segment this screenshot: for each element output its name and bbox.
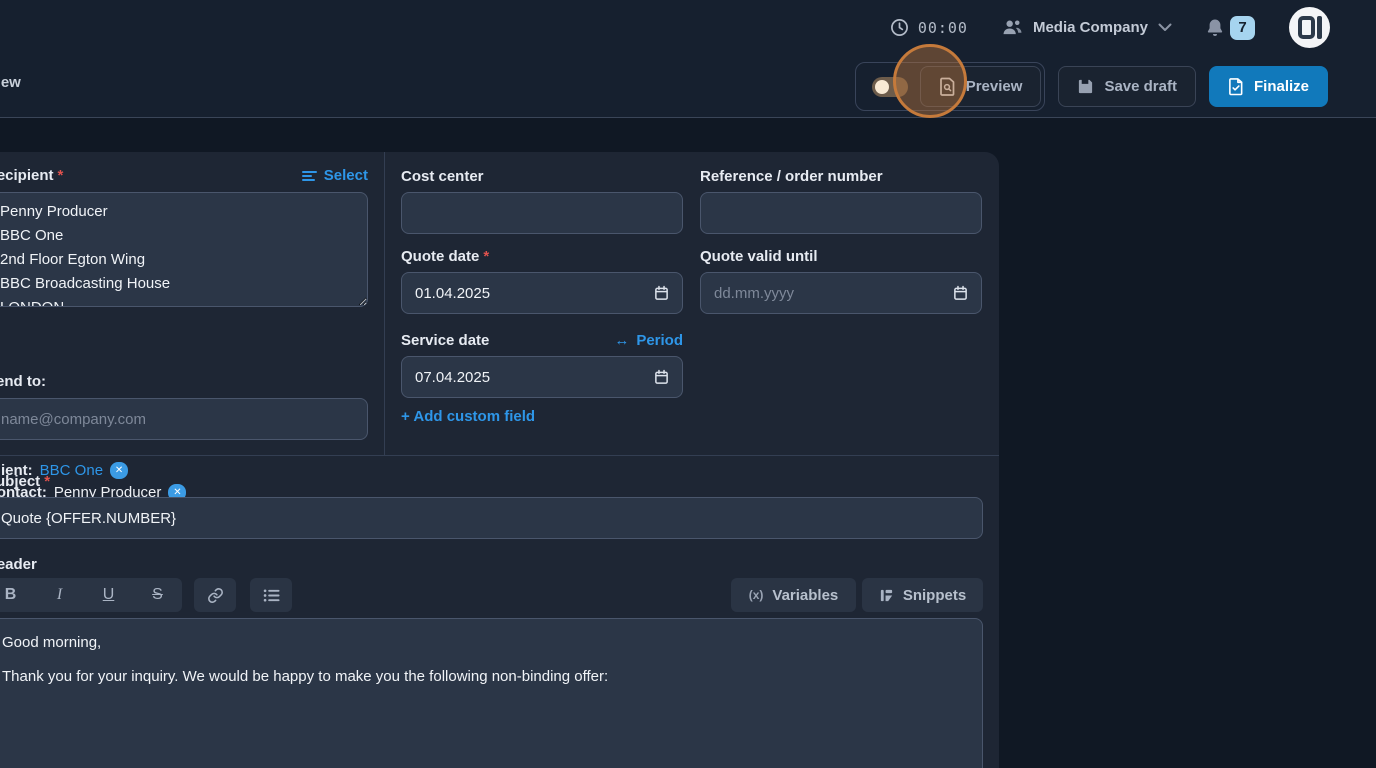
- quote-form-panel: Recipient* Select Penny Producer BBC One…: [0, 152, 999, 768]
- list-select-icon: [301, 170, 317, 182]
- required-asterisk: *: [44, 473, 51, 490]
- subject-field-wrap: [0, 497, 983, 539]
- preview-group: Preview: [854, 62, 1046, 111]
- service-date-input[interactable]: 07.04.2025: [401, 356, 683, 398]
- contact-row: Contact: Penny Producer ✕: [0, 484, 187, 501]
- recipient-label-row: Recipient* Select: [0, 167, 368, 184]
- avatar[interactable]: [1289, 7, 1330, 48]
- editor-toolbar: B I U S (x) Variables: [0, 578, 983, 612]
- recipient-select-link[interactable]: Select: [301, 167, 368, 184]
- recipient-label: Recipient*: [0, 167, 64, 184]
- editor-paragraph: Thank you for your inquiry. We would be …: [2, 668, 609, 685]
- client-label: Client:: [0, 462, 33, 479]
- timer-value: 00:00: [917, 18, 968, 37]
- time-tracker[interactable]: 00:00: [890, 18, 968, 37]
- service-date-label-row: Service date ↔ Period: [401, 332, 683, 349]
- period-link[interactable]: ↔ Period: [614, 332, 683, 349]
- send-to-field-wrap: [0, 398, 368, 440]
- avatar-logo-icon: [1297, 16, 1315, 39]
- snippets-button[interactable]: Snippets: [862, 578, 983, 612]
- finalize-icon: [1228, 77, 1244, 96]
- bold-button[interactable]: B: [0, 578, 35, 612]
- variables-icon: (x): [748, 588, 764, 602]
- company-switcher[interactable]: Media Company: [1002, 19, 1172, 36]
- preview-toggle[interactable]: [871, 76, 908, 97]
- preview-button[interactable]: Preview: [919, 66, 1042, 107]
- quote-date-value: 01.04.2025: [415, 284, 491, 302]
- variables-label: Variables: [772, 586, 839, 604]
- service-date-label: Service date: [401, 332, 490, 349]
- finalize-button[interactable]: Finalize: [1208, 66, 1328, 107]
- quote-valid-until-input[interactable]: dd.mm.yyyy: [700, 272, 982, 314]
- client-row: Client: BBC One ✕: [0, 462, 129, 479]
- top-bar: 00:00 Media Company 7: [0, 0, 1376, 55]
- contact-label: Contact:: [0, 484, 47, 501]
- preview-icon: [939, 77, 956, 96]
- snippets-label: Snippets: [902, 586, 967, 604]
- strikethrough-button[interactable]: S: [133, 578, 182, 612]
- service-date-value: 07.04.2025: [415, 368, 491, 386]
- header-label: Header: [0, 556, 37, 573]
- contact-value: Penny Producer: [53, 484, 162, 501]
- section-divider: [0, 455, 999, 456]
- cost-center-label: Cost center: [401, 168, 484, 185]
- reference-field-wrap: [700, 192, 982, 234]
- page-title: New: [0, 74, 21, 91]
- notification-badge: 7: [1230, 15, 1255, 40]
- finalize-label: Finalize: [1253, 78, 1309, 95]
- client-value[interactable]: BBC One: [39, 462, 104, 479]
- recipient-address-textarea[interactable]: Penny Producer BBC One 2nd Floor Egton W…: [0, 192, 368, 307]
- quote-date-label: Quote date *: [401, 248, 490, 265]
- calendar-icon: [953, 285, 968, 301]
- save-draft-button[interactable]: Save draft: [1058, 66, 1196, 107]
- subject-input[interactable]: [0, 497, 983, 539]
- save-draft-label: Save draft: [1104, 78, 1177, 95]
- calendar-icon: [654, 285, 669, 301]
- clock-icon: [890, 18, 909, 37]
- insert-link-button[interactable]: [194, 578, 236, 612]
- editor-paragraph: Good morning,: [2, 634, 102, 651]
- chevron-down-icon: [1158, 23, 1172, 32]
- bell-icon: [1206, 18, 1224, 38]
- quote-date-input[interactable]: 01.04.2025: [401, 272, 683, 314]
- snippets-icon: [879, 588, 894, 603]
- toggle-knob: [874, 79, 889, 94]
- header-body-editor[interactable]: Good morning, Thank you for your inquiry…: [0, 618, 983, 768]
- calendar-icon: [654, 369, 669, 385]
- italic-button[interactable]: I: [35, 578, 84, 612]
- notifications[interactable]: 7: [1206, 15, 1255, 40]
- subject-label: Subject*: [0, 473, 51, 490]
- send-to-label: Send to:: [0, 373, 46, 390]
- action-buttons: Preview Save draft Finalize: [854, 62, 1328, 111]
- send-to-input[interactable]: [0, 398, 368, 440]
- list-icon: [263, 588, 280, 603]
- link-icon: [207, 587, 224, 604]
- bullet-list-button[interactable]: [250, 578, 292, 612]
- save-icon: [1077, 78, 1094, 95]
- arrows-icon: ↔: [614, 332, 630, 349]
- column-divider: [384, 152, 385, 455]
- required-asterisk: *: [483, 248, 490, 265]
- reference-label: Reference / order number: [700, 168, 883, 185]
- avatar-logo-bar: [1316, 16, 1322, 39]
- underline-button[interactable]: U: [84, 578, 133, 612]
- cost-center-input[interactable]: [401, 192, 683, 234]
- cost-center-field-wrap: [401, 192, 683, 234]
- team-icon: [1002, 19, 1023, 36]
- preview-label: Preview: [965, 78, 1023, 95]
- variables-button[interactable]: (x) Variables: [731, 578, 856, 612]
- remove-contact-icon[interactable]: ✕: [168, 484, 187, 501]
- text-style-group: B I U S: [0, 578, 182, 612]
- remove-client-icon[interactable]: ✕: [110, 462, 129, 479]
- action-bar: New Preview Save draft: [0, 55, 1376, 118]
- company-name: Media Company: [1032, 19, 1148, 36]
- add-custom-field-link[interactable]: + Add custom field: [401, 408, 536, 425]
- quote-valid-until-placeholder: dd.mm.yyyy: [714, 284, 795, 302]
- reference-input[interactable]: [700, 192, 982, 234]
- required-asterisk: *: [57, 167, 64, 184]
- quote-valid-until-label: Quote valid until: [700, 248, 818, 265]
